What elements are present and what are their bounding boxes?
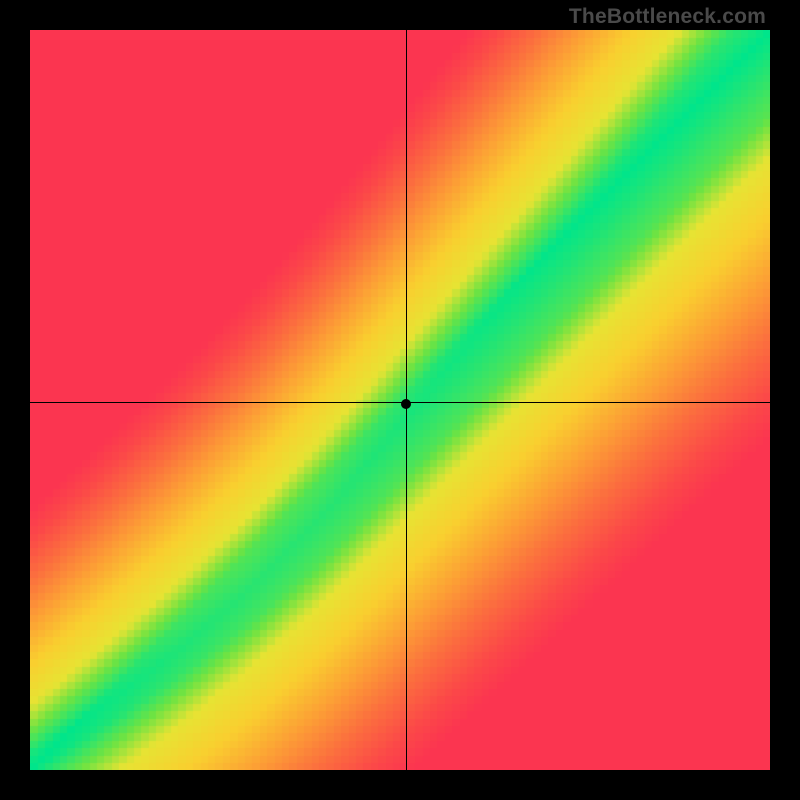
bottleneck-heatmap [30,30,770,770]
crosshair-marker [401,399,411,409]
crosshair-horizontal [30,402,770,403]
watermark-text: TheBottleneck.com [569,5,766,29]
